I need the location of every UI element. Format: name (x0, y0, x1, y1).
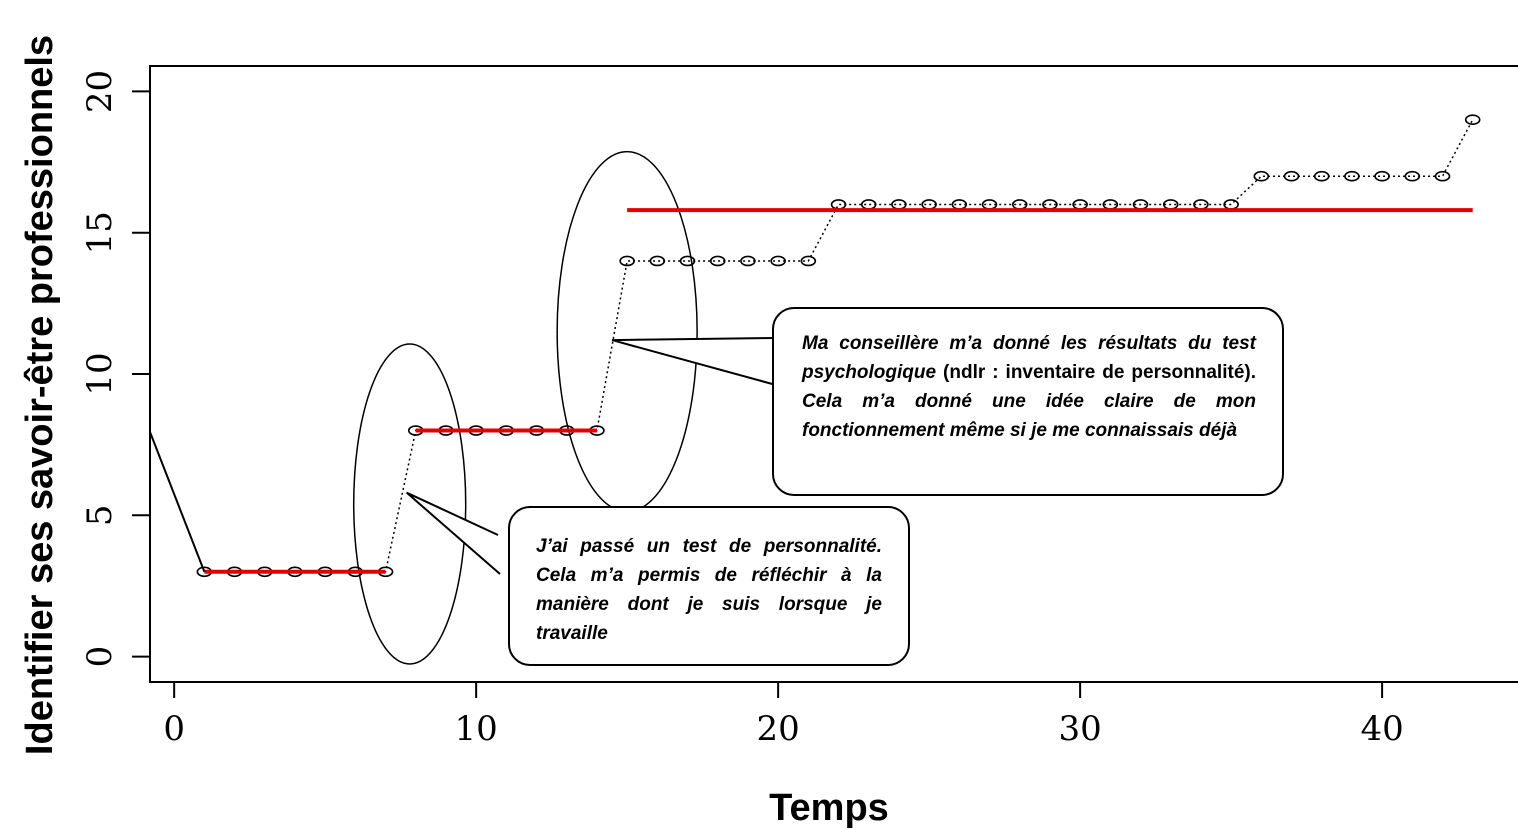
callout-results-given: Ma conseillère m’a donné les résultats d… (772, 307, 1284, 496)
y-tick-label: 5 (80, 504, 120, 526)
callout-test-passed: J’ai passé un test de personnalité. Cela… (508, 506, 910, 666)
y-tick-label: 15 (80, 211, 120, 254)
axes: 0 10 20 30 40 0 5 10 15 20 (80, 65, 1518, 749)
data-point (1253, 170, 1270, 182)
data-point (649, 255, 666, 267)
data-point (1313, 170, 1330, 182)
data-point (1374, 170, 1390, 182)
y-tick-label: 0 (80, 646, 120, 668)
x-tick-label: 30 (1058, 709, 1101, 749)
callout-results-text-3: Cela m’a donné une idée claire de mon fo… (802, 391, 1256, 441)
jump-ellipse (556, 150, 698, 513)
y-tick-label: 20 (80, 70, 120, 113)
data-point (770, 255, 786, 267)
callout-pointer (611, 337, 777, 386)
data-point (1283, 170, 1300, 182)
data-point (679, 255, 696, 267)
callout-pointers (149, 337, 777, 575)
x-tick-label: 20 (756, 709, 799, 749)
x-tick-label: 10 (455, 709, 498, 749)
data-point (619, 255, 635, 267)
y-tick-label: 10 (80, 352, 120, 395)
x-axis-title: Temps (769, 787, 889, 829)
data-point (1344, 170, 1360, 182)
callout-pointer (406, 491, 501, 575)
data-point (800, 255, 817, 267)
data-point (709, 255, 726, 267)
connector-line (149, 431, 206, 573)
x-tick-label: 0 (163, 709, 185, 749)
data-point (1434, 170, 1451, 182)
data-point (740, 255, 756, 267)
callout-results-text-1: Ma conseillère m’a donné les résultats d… (802, 333, 1256, 383)
plateau-lines (204, 208, 1473, 574)
y-axis-title: Identifier ses savoir-être professionnel… (19, 35, 61, 755)
data-point (1464, 114, 1481, 125)
data-point (1404, 170, 1421, 182)
data-point (830, 199, 847, 210)
x-tick-label: 40 (1360, 709, 1403, 749)
callout-results-text-2: (ndlr : inventaire de personnalité). (936, 362, 1256, 383)
data-point (891, 199, 907, 210)
data-point (860, 199, 877, 210)
callout-test-passed-text: J’ai passé un test de personnalité. Cela… (536, 536, 882, 644)
jump-ellipse (352, 343, 467, 665)
